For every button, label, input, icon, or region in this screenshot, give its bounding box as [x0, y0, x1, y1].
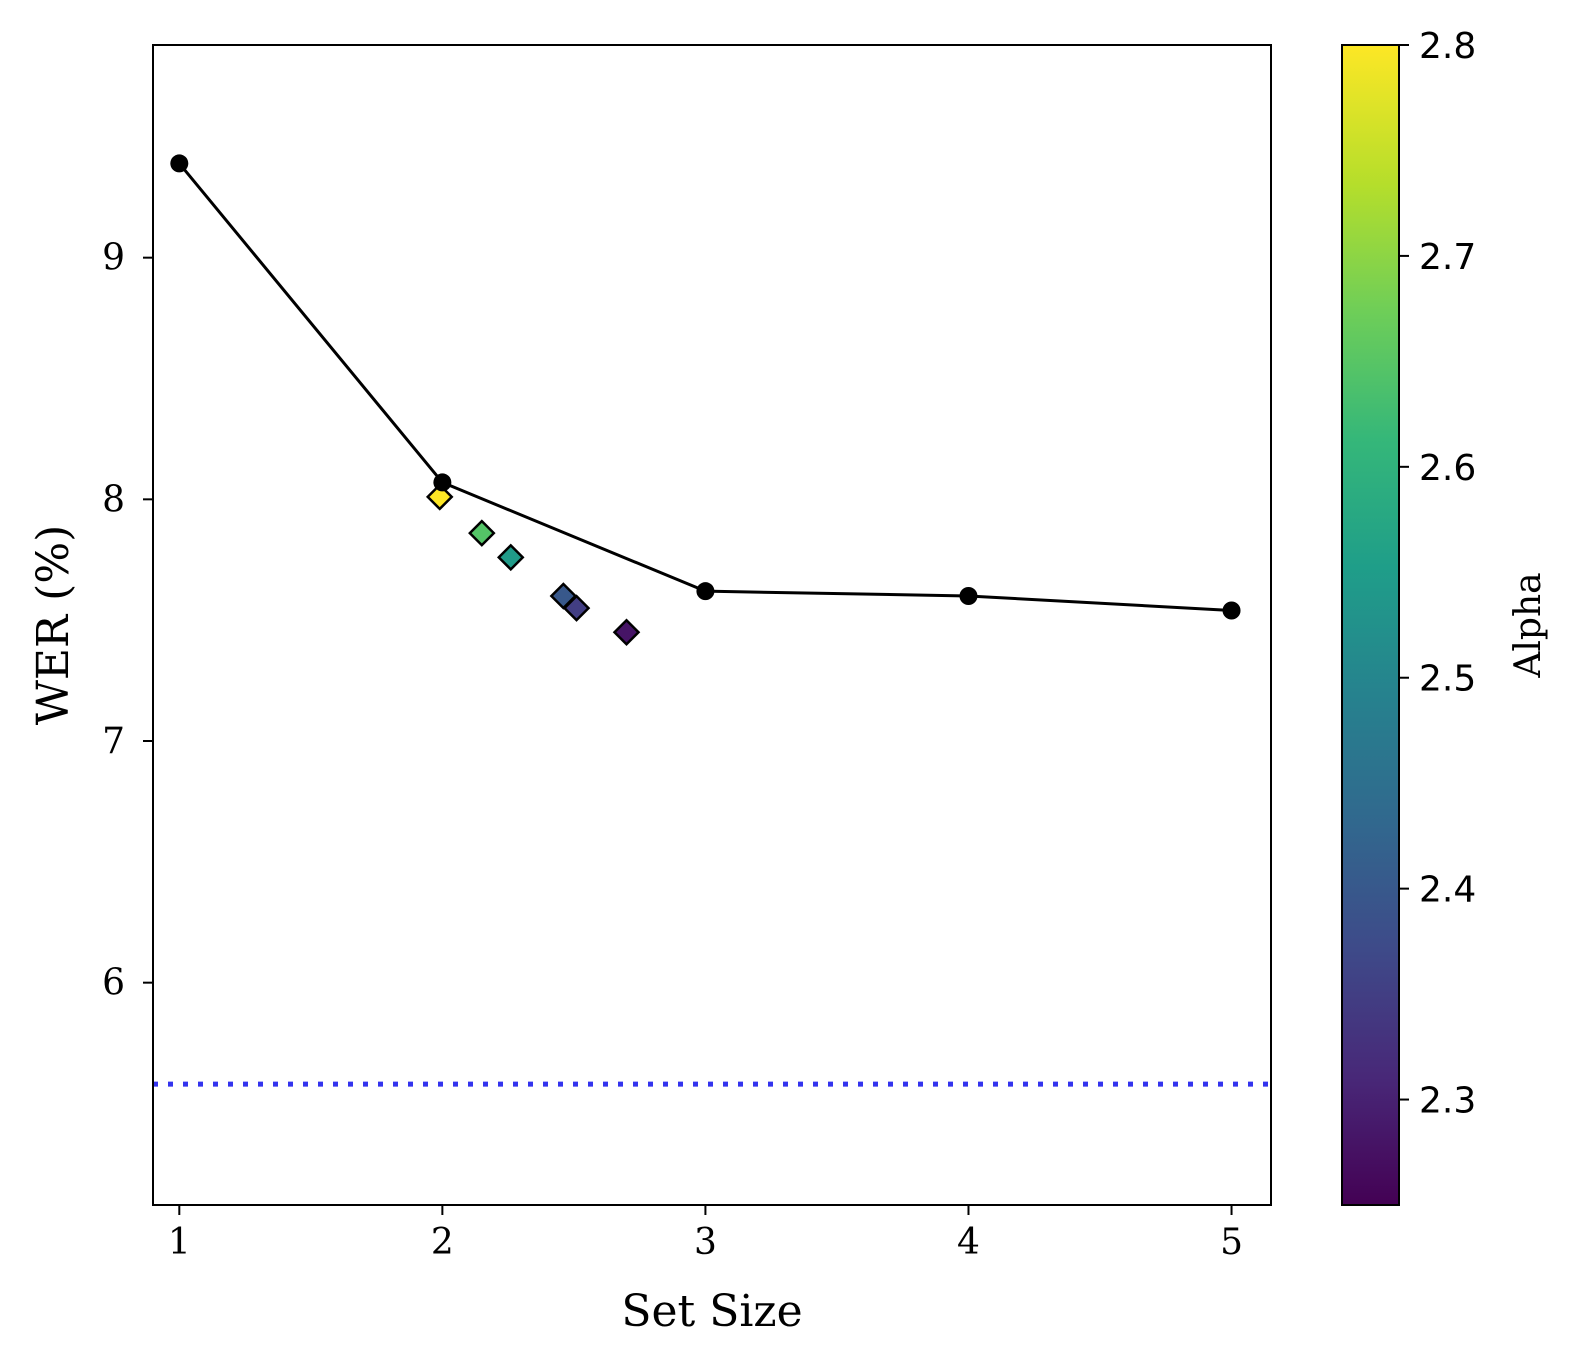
diamond-point	[612, 618, 641, 647]
diamond-point	[496, 543, 525, 572]
colorbar-label: Alpha	[1508, 572, 1549, 678]
y-tick-label: 6	[102, 963, 125, 1004]
series-line	[178, 162, 1232, 612]
colorbar-tick-label: 2.7	[1419, 237, 1476, 278]
colorbar-tick-label: 2.5	[1419, 659, 1476, 700]
plot-area	[153, 154, 1271, 1087]
y-tick-label: 9	[102, 238, 125, 279]
x-tick-label: 5	[1220, 1222, 1243, 1263]
colorbar-tick-label: 2.8	[1419, 26, 1476, 67]
colorbar	[1341, 44, 1400, 1206]
x-axis-label: Set Size	[621, 1286, 802, 1337]
x-tick-label: 1	[168, 1222, 191, 1263]
series-point	[696, 582, 715, 601]
diamond-point	[468, 519, 496, 547]
x-tick-label: 3	[694, 1222, 717, 1263]
series-point	[959, 587, 978, 605]
colorbar-tick-label: 2.3	[1419, 1081, 1476, 1122]
colorbar-tick-label: 2.4	[1419, 870, 1476, 911]
series-point	[170, 154, 189, 173]
y-tick-label: 8	[102, 479, 125, 520]
series-point	[1222, 601, 1241, 620]
y-tick-label: 7	[102, 721, 125, 762]
diamond-point	[425, 483, 454, 511]
plot-frame	[152, 44, 1272, 1206]
x-tick-label: 2	[431, 1222, 454, 1263]
colorbar-tick-label: 2.6	[1419, 448, 1476, 489]
y-axis-label: WER (%)	[28, 525, 79, 726]
diamond-point	[562, 594, 591, 622]
series-point	[433, 473, 452, 492]
y-axis: 6 7 8 9	[102, 238, 153, 1004]
x-tick-label: 4	[957, 1222, 980, 1263]
colorbar-axis: 2.3 2.4 2.5 2.6 2.7 2.8	[1399, 26, 1476, 1122]
x-axis: 1 2 3 4 5	[168, 1205, 1243, 1263]
